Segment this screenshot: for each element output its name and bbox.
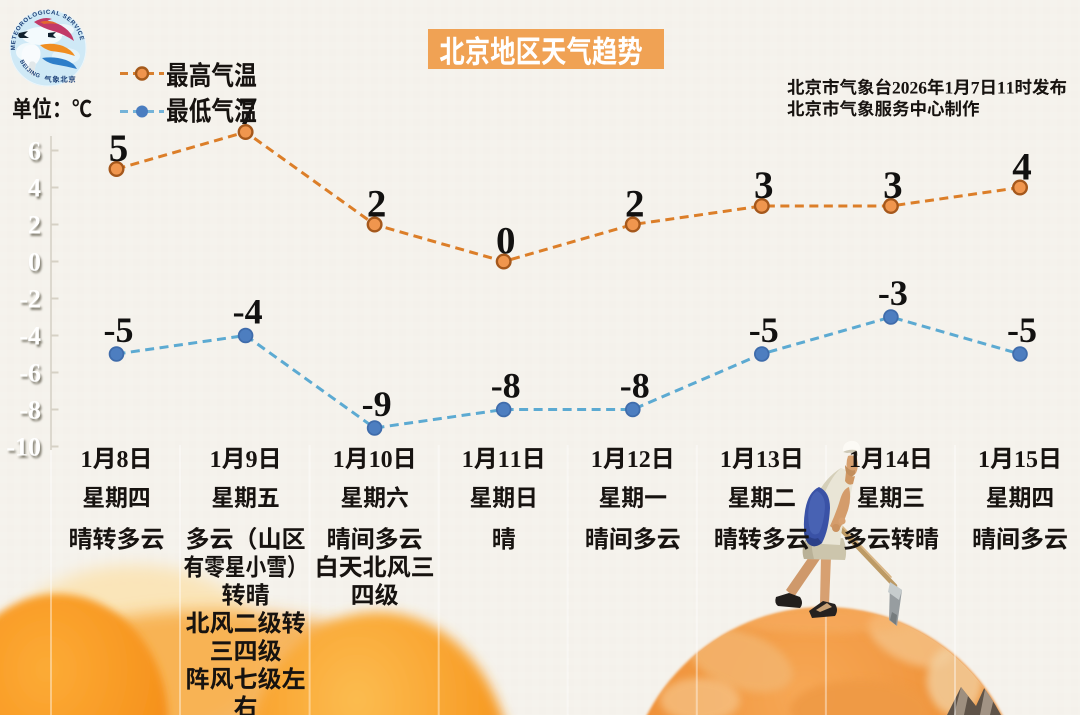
svg-text:-5: -5 [104, 310, 134, 350]
svg-text:3: 3 [883, 164, 903, 207]
svg-text:-2: -2 [19, 285, 41, 314]
svg-text:5: 5 [109, 127, 129, 170]
svg-text:3: 3 [754, 164, 774, 207]
svg-text:-4: -4 [19, 322, 41, 351]
svg-text:6: 6 [28, 137, 41, 166]
svg-text:-8: -8 [491, 366, 521, 406]
svg-text:-6: -6 [19, 359, 41, 388]
svg-text:-8: -8 [620, 366, 650, 406]
svg-text:4: 4 [1012, 146, 1032, 189]
svg-text:2: 2 [367, 183, 387, 226]
svg-text:4: 4 [28, 174, 41, 203]
svg-text:-4: -4 [233, 292, 263, 332]
svg-text:0: 0 [496, 220, 516, 263]
svg-text:-5: -5 [749, 310, 779, 350]
svg-text:2: 2 [625, 183, 645, 226]
svg-text:-8: -8 [19, 396, 41, 425]
svg-text:2: 2 [28, 211, 41, 240]
svg-text:-5: -5 [1007, 310, 1037, 350]
svg-text:-3: -3 [878, 273, 908, 313]
svg-text:0: 0 [28, 248, 41, 277]
svg-text:-9: -9 [362, 384, 392, 424]
svg-text:-10: -10 [6, 433, 41, 462]
